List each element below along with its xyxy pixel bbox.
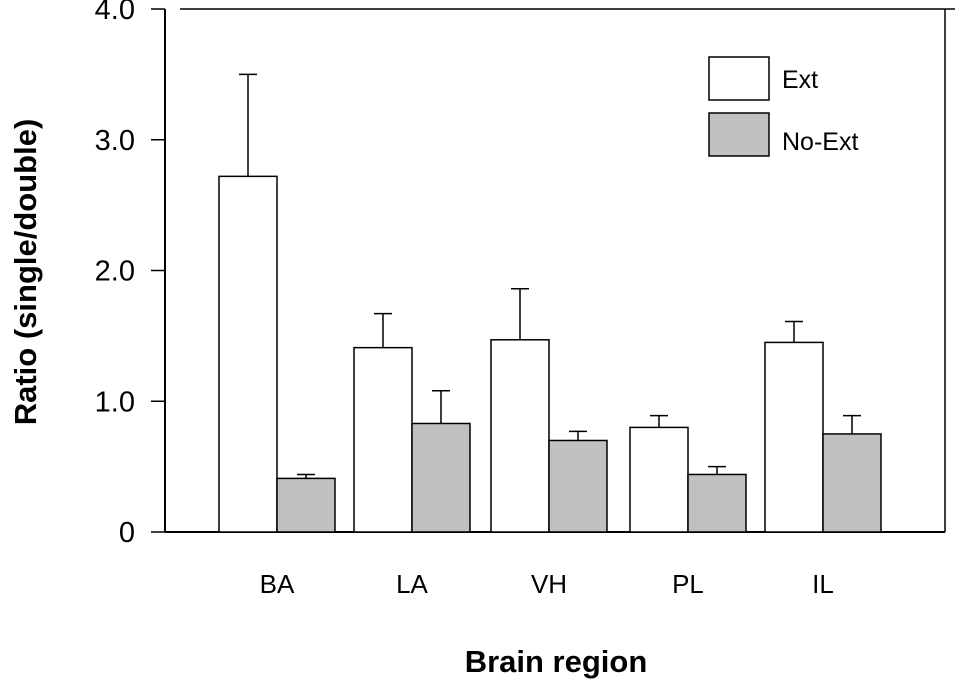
y-tick-label: 1.0 xyxy=(95,386,135,418)
legend-label-no-ext: No-Ext xyxy=(782,128,858,156)
y-tick-label: 2.0 xyxy=(95,256,135,288)
legend-label-ext: Ext xyxy=(782,66,818,94)
y-ticks: 0 1.0 2.0 3.0 4.0 xyxy=(95,0,165,549)
x-tick-labels: BA LA VH PL IL xyxy=(260,569,834,599)
bar-vh-ext xyxy=(490,339,550,533)
bars xyxy=(218,73,882,533)
bar-pl-ext xyxy=(629,426,689,533)
y-tick-label: 0 xyxy=(119,517,135,549)
y-axis-label: Ratio (single/double) xyxy=(8,119,43,426)
bar-vh-no-ext xyxy=(548,439,608,533)
legend-swatch-ext xyxy=(708,56,770,101)
y-tick-label: 3.0 xyxy=(95,125,135,157)
x-tick-label: IL xyxy=(812,569,834,599)
bar-la-ext xyxy=(353,346,413,533)
legend: Ext No-Ext xyxy=(708,56,858,157)
bar-il-no-ext xyxy=(822,433,882,533)
x-tick-label: VH xyxy=(531,569,567,599)
x-tick-label: PL xyxy=(672,569,704,599)
bar-ba-no-ext xyxy=(276,477,336,533)
x-tick-label: LA xyxy=(396,569,428,599)
x-axis-label: Brain region xyxy=(465,644,648,679)
bar-il-ext xyxy=(764,341,824,533)
legend-swatch-no-ext xyxy=(708,112,770,157)
x-tick-label: BA xyxy=(260,569,295,599)
y-tick-label: 4.0 xyxy=(95,0,135,26)
bar-ba-ext xyxy=(218,175,278,533)
bar-pl-no-ext xyxy=(687,473,747,533)
bar-la-no-ext xyxy=(411,422,471,533)
